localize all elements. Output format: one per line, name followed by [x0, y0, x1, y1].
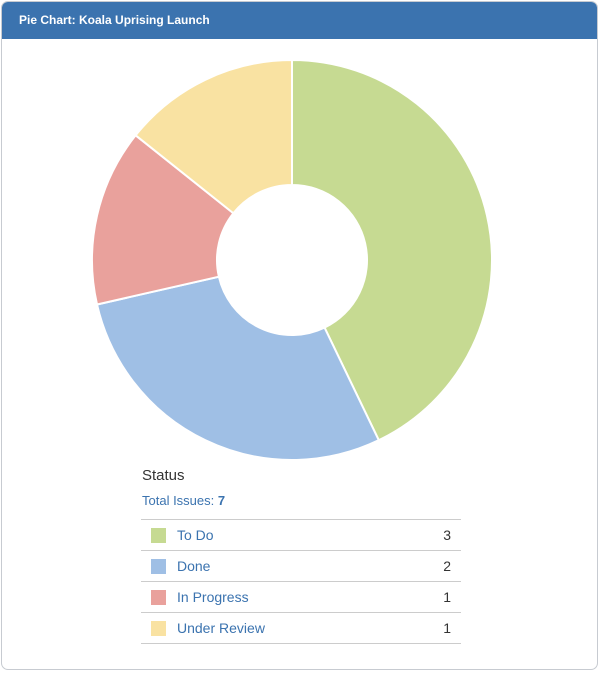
legend-swatch [151, 620, 166, 636]
pie-slice-in-progress[interactable] [91, 133, 235, 306]
legend-count: 1 [443, 620, 451, 636]
legend-link-in-progress[interactable]: In Progress [177, 589, 249, 605]
legend: Status Total Issues: 7 To Do 3 Done 2 [141, 466, 461, 644]
legend-count: 2 [443, 558, 451, 574]
pie-slice-to-do[interactable] [291, 58, 493, 442]
legend-count: 3 [443, 527, 451, 543]
legend-swatch [151, 527, 166, 543]
gadget-title: Pie Chart: Koala Uprising Launch [2, 2, 597, 39]
legend-row-under-review: Under Review 1 [141, 613, 461, 644]
legend-row-in-progress: In Progress 1 [141, 582, 461, 613]
legend-count: 1 [443, 589, 451, 605]
legend-link-to-do[interactable]: To Do [177, 527, 214, 543]
legend-row-done: Done 2 [141, 551, 461, 582]
legend-row-to-do: To Do 3 [141, 520, 461, 551]
legend-swatch [151, 589, 166, 605]
pie-slice-done[interactable] [95, 275, 381, 461]
legend-table: To Do 3 Done 2 In Progress 1 Under Revie… [141, 519, 461, 644]
total-issues-label: Total Issues: [142, 493, 215, 508]
legend-title: Status [142, 467, 185, 484]
legend-swatch [151, 558, 166, 574]
total-issues: Total Issues: 7 [142, 492, 461, 509]
total-issues-value: 7 [217, 493, 226, 508]
legend-link-under-review[interactable]: Under Review [177, 620, 265, 636]
pie-slice-under-review[interactable] [134, 58, 293, 215]
legend-link-done[interactable]: Done [177, 558, 211, 574]
